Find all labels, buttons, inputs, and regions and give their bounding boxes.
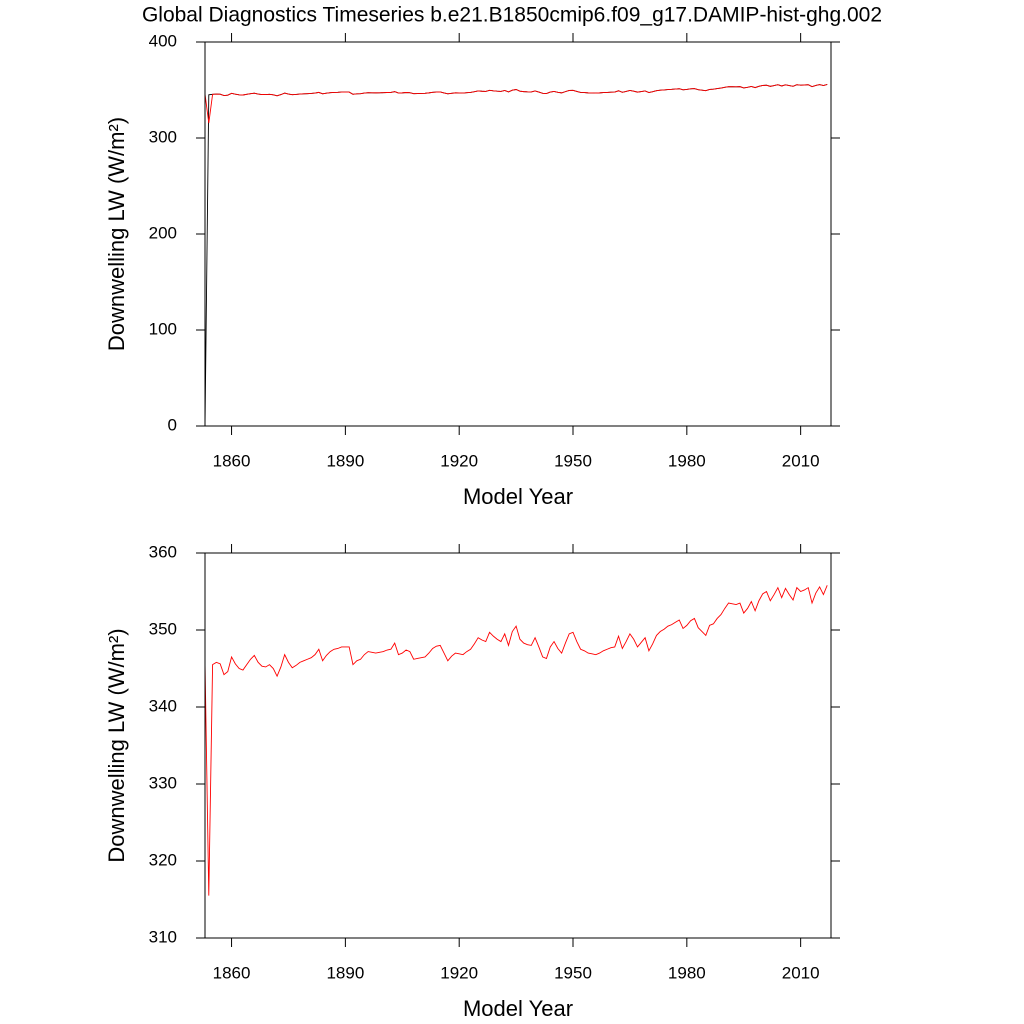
x-tick-label: 1980 — [668, 451, 706, 470]
y-axis-label: Downwelling LW (W/m²) — [104, 628, 129, 862]
y-tick-label: 340 — [149, 696, 177, 715]
y-tick-label: 330 — [149, 773, 177, 792]
y-tick-label: 400 — [149, 31, 177, 50]
x-tick-label: 1890 — [326, 963, 364, 982]
y-tick-label: 360 — [149, 542, 177, 561]
chart-title: Global Diagnostics Timeseries b.e21.B185… — [142, 4, 882, 27]
data-line — [204, 83, 828, 427]
y-tick-label: 310 — [149, 927, 177, 946]
x-tick-label: 1920 — [440, 451, 478, 470]
x-tick-label: 1860 — [213, 963, 251, 982]
y-tick-label: 350 — [149, 619, 177, 638]
x-tick-label: 2010 — [782, 451, 820, 470]
plot-frame — [204, 41, 832, 427]
y-tick-label: 200 — [149, 223, 177, 242]
y-tick-label: 0 — [168, 415, 177, 434]
y-tick-label: 320 — [149, 850, 177, 869]
data-line — [204, 585, 828, 896]
plot-frame — [204, 552, 832, 939]
y-tick-label: 100 — [149, 319, 177, 338]
x-tick-label: 1920 — [440, 963, 478, 982]
x-axis-label: Model Year — [463, 484, 573, 509]
y-tick-label: 300 — [149, 127, 177, 146]
x-tick-label: 1860 — [213, 451, 251, 470]
x-tick-label: 2010 — [782, 963, 820, 982]
x-tick-label: 1950 — [554, 963, 592, 982]
data-line — [204, 83, 828, 124]
x-tick-label: 1950 — [554, 451, 592, 470]
x-tick-label: 1890 — [326, 451, 364, 470]
x-tick-label: 1980 — [668, 963, 706, 982]
y-axis-label: Downwelling LW (W/m²) — [104, 117, 129, 351]
x-axis-label: Model Year — [463, 996, 573, 1021]
